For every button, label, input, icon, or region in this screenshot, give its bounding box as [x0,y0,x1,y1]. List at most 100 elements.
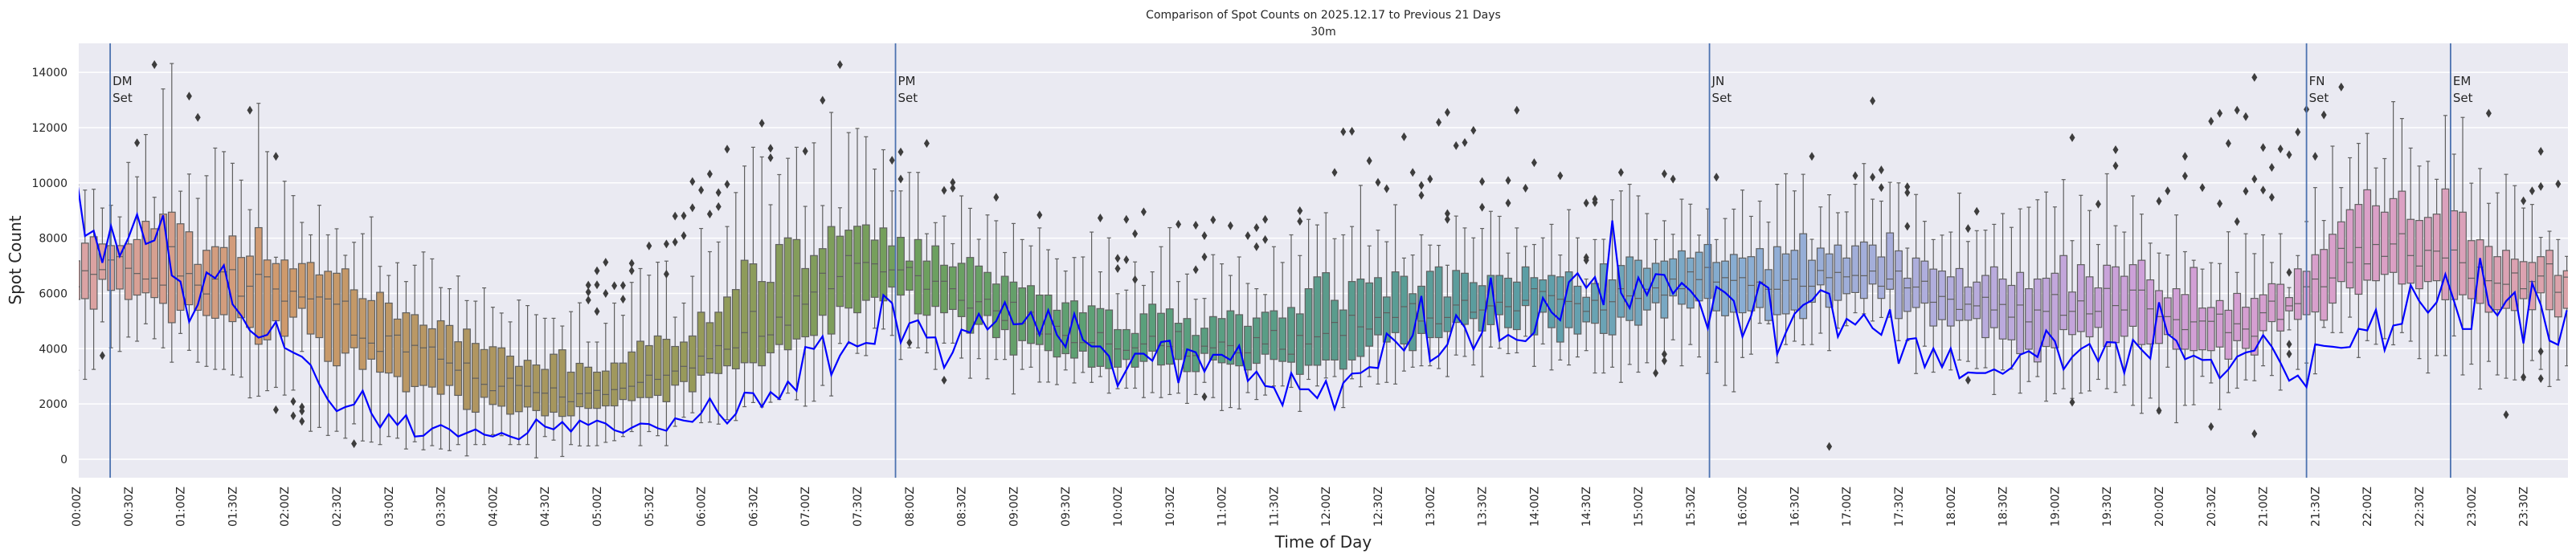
box-iqr [636,340,644,398]
box-iqr [280,259,289,337]
box-iqr [2224,309,2233,360]
outlier-point [1557,171,1564,181]
box-iqr [1391,271,1400,333]
outlier-point [194,112,201,122]
outlier-point [1523,183,1529,193]
outlier-point [2095,199,2101,209]
box-iqr [79,260,80,300]
box-iqr [731,289,740,370]
box [1200,298,1208,383]
box [2285,287,2293,331]
box [1009,222,1018,395]
outlier-point [1670,174,1676,184]
box-iqr [792,238,801,340]
box [2224,231,2233,393]
outlier-point [1375,177,1381,187]
x-tick-label: 02:30Z [331,487,344,527]
box-iqr [1183,318,1192,373]
box-iqr [1912,257,1920,308]
box [1721,218,1729,386]
outlier-point [1904,222,1911,231]
box [2432,178,2441,356]
box [2103,173,2112,389]
x-tick-label: 18:30Z [1997,487,2010,527]
box [1686,203,1695,345]
box-iqr [957,263,966,317]
box [2337,187,2345,333]
box [697,227,705,424]
box-iqr [1244,325,1252,371]
outlier-point [2277,144,2284,153]
box-iqr [1347,281,1356,360]
outlier-point [2286,267,2292,277]
x-tick-label: 12:30Z [1372,487,1385,527]
box [1591,238,1599,374]
x-tick-label: 20:00Z [2153,487,2166,527]
box [436,287,445,450]
box-iqr [480,348,489,398]
box-iqr [653,335,662,397]
box-iqr [2276,283,2285,332]
box-iqr [1695,251,1703,302]
outlier-point [1973,206,1980,216]
outlier-point [134,138,141,148]
outlier-point [2156,197,2162,206]
box [2051,206,2059,394]
box-iqr [2510,259,2519,312]
box-iqr [1903,277,1912,312]
x-tick-label: 23:30Z [2518,487,2531,527]
box-iqr [2033,278,2042,363]
box-iqr [1703,243,1712,299]
x-tick-label: 22:30Z [2414,487,2427,527]
box-iqr [2406,218,2415,284]
outlier-point [351,439,358,449]
box-iqr [1981,275,1989,339]
outlier-point [767,144,774,153]
box [402,281,411,450]
box-iqr [2398,190,2406,285]
outlier-point [1097,214,1103,223]
y-tick-label: 8000 [39,233,67,246]
box [2380,157,2389,340]
box-iqr [1504,277,1512,328]
box [541,317,550,438]
box-iqr [2094,287,2103,328]
box [2354,142,2363,358]
box-iqr [853,226,861,314]
box-iqr [463,328,471,410]
box-iqr [601,370,610,407]
outlier-point [2217,108,2223,118]
box [324,234,333,436]
outlier-point [689,203,696,213]
outlier-point [2268,163,2275,173]
box [1920,221,1929,347]
box-iqr [1799,233,1808,320]
x-tick-label: 04:00Z [487,487,500,527]
box-iqr [1773,246,1781,316]
box-iqr [1365,282,1374,347]
box [2389,101,2398,346]
box-iqr [2103,264,2112,348]
box-iqr [1208,316,1217,360]
box-iqr [940,264,948,314]
x-tick-label: 11:00Z [1216,487,1229,527]
box-iqr [1764,269,1773,321]
box-iqr [2051,272,2059,348]
box-iqr [1295,313,1304,375]
box-iqr [1808,259,1816,303]
box-iqr [2502,250,2510,309]
box-iqr [1790,250,1799,311]
outlier-point [1479,202,1486,212]
outlier-point [1409,168,1416,177]
box [783,157,792,394]
box-iqr [2329,234,2337,304]
box-iqr [1261,312,1270,355]
x-tick-label: 08:30Z [956,487,969,527]
box-iqr [1877,256,1886,299]
box-iqr [2120,275,2128,337]
box [1087,231,1096,383]
box [419,251,427,450]
box [792,146,801,401]
box-iqr [2198,308,2206,351]
box [844,132,853,344]
